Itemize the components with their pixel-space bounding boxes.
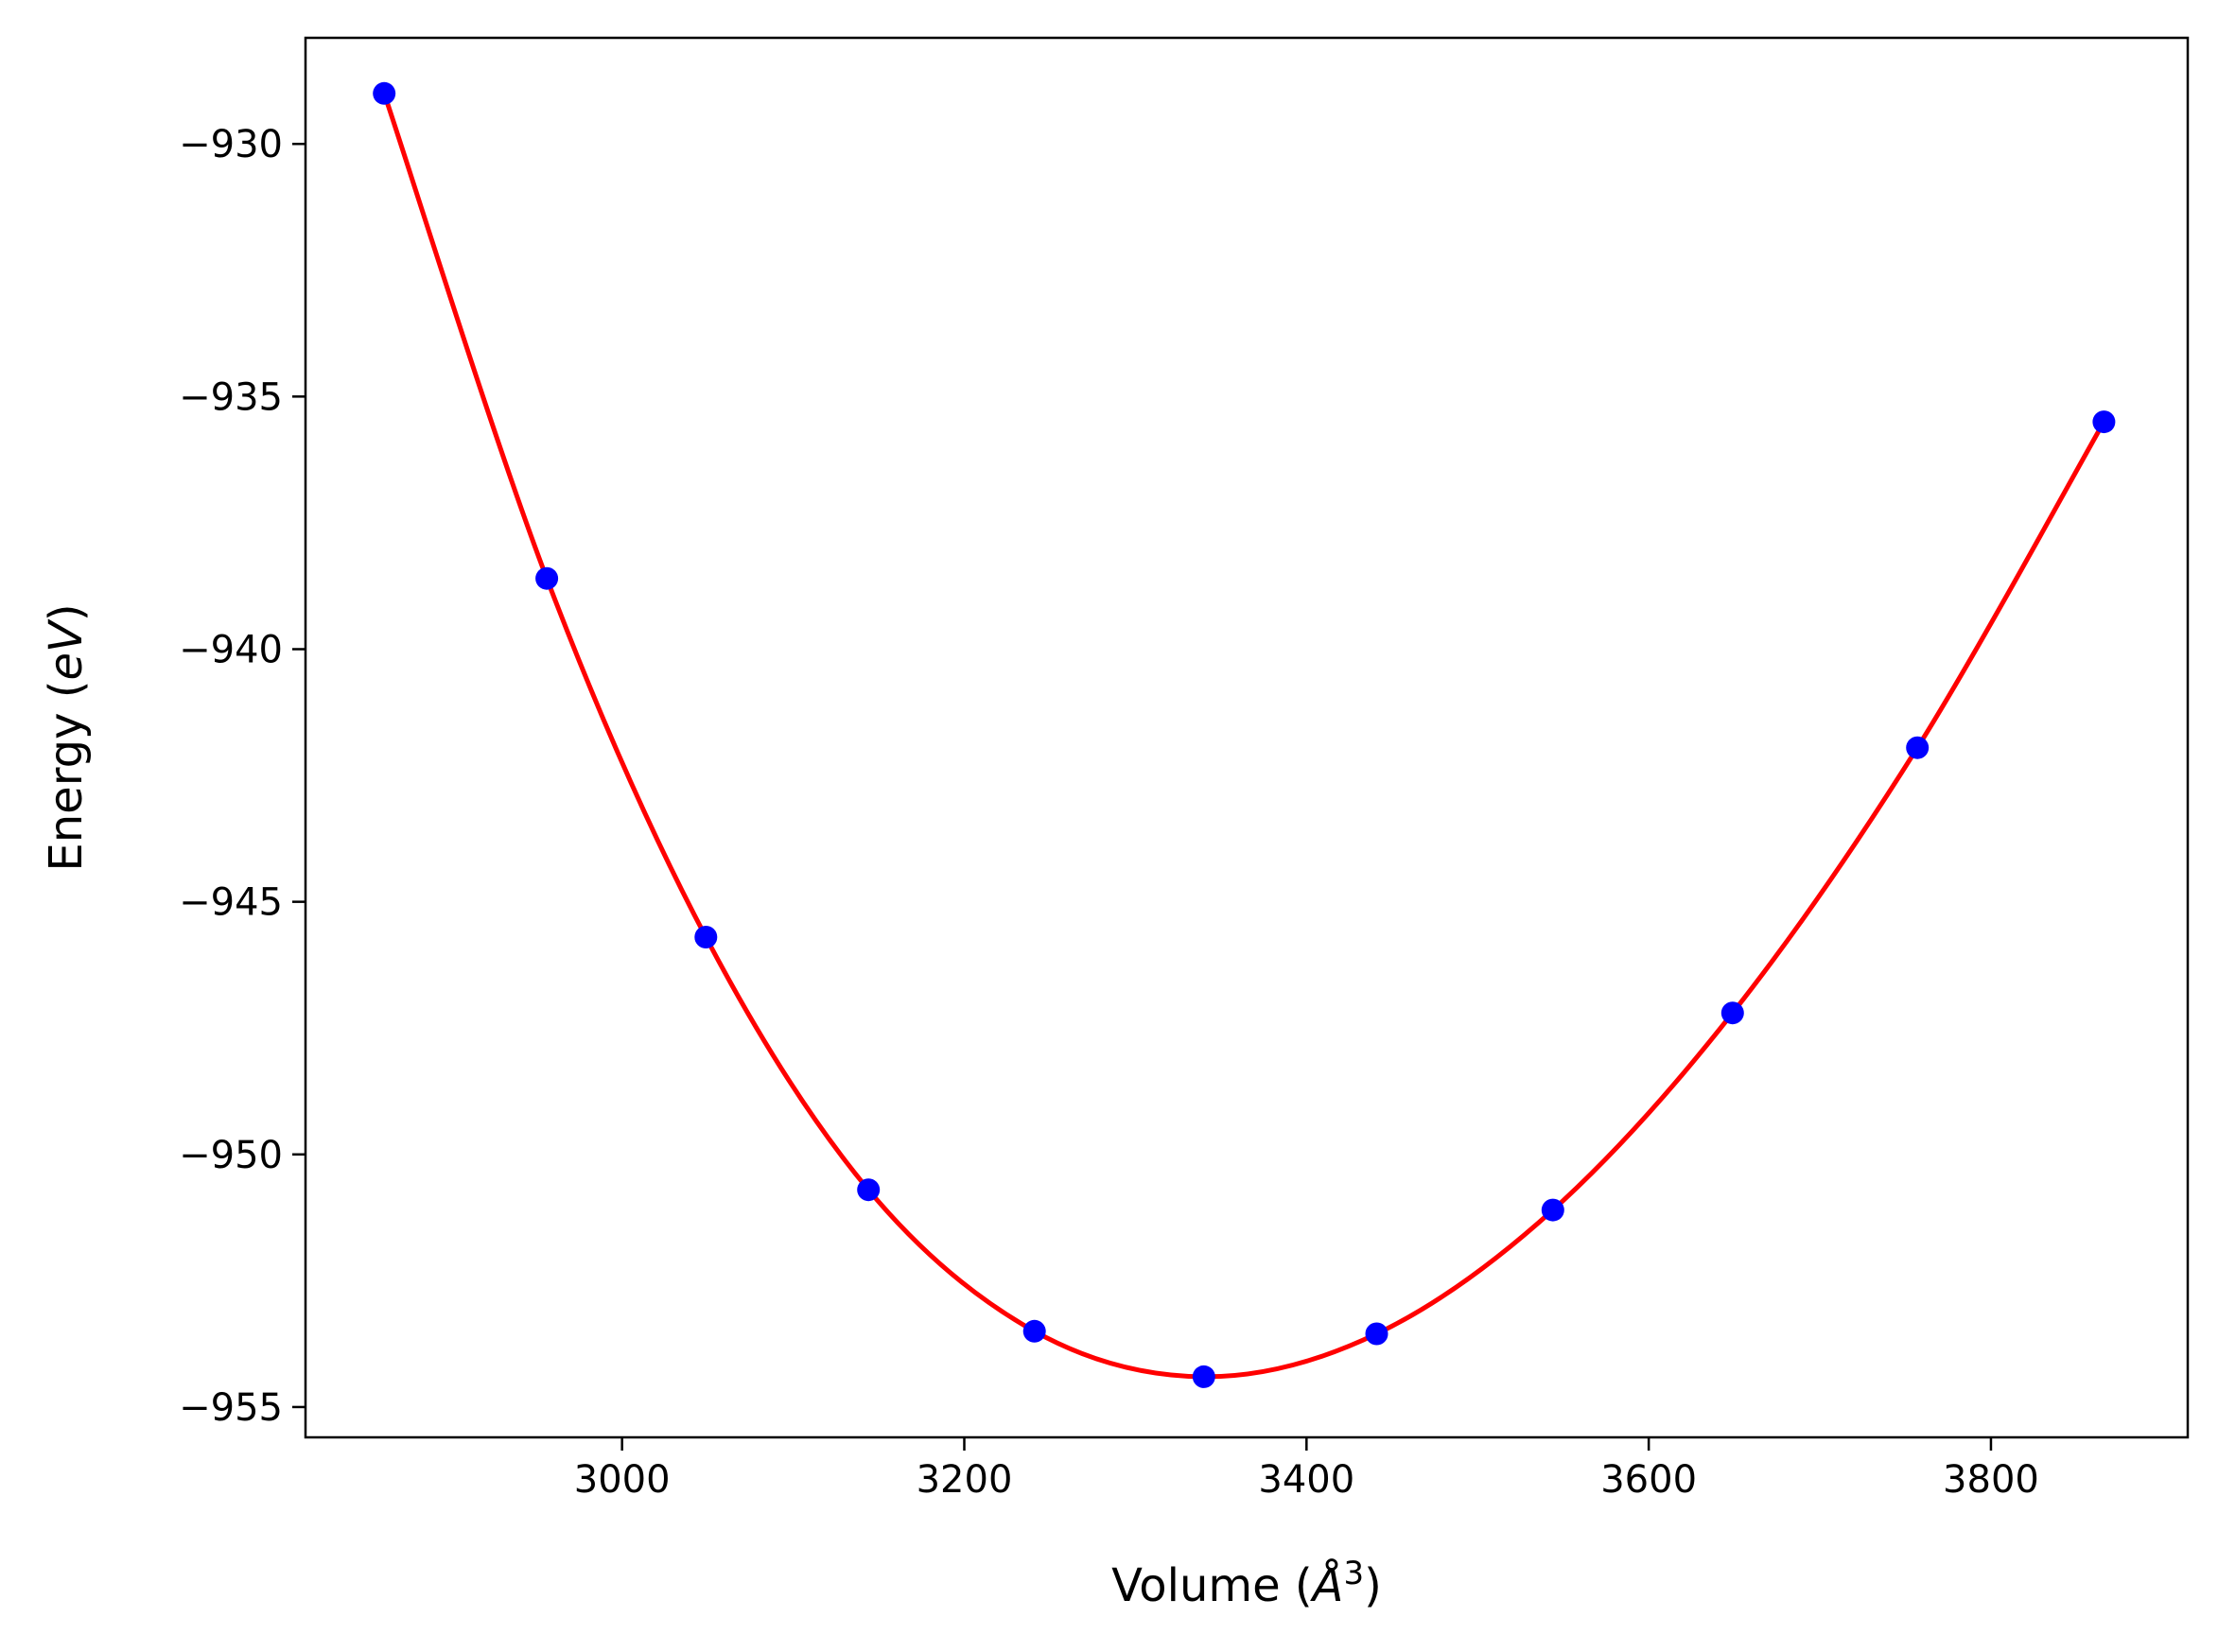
x-tick-label: 3200	[917, 1458, 1013, 1502]
y-tick-label: −930	[179, 123, 283, 166]
y-axis-label: Energy (eV)	[40, 603, 93, 871]
data-point	[1192, 1365, 1215, 1388]
data-point	[1022, 1319, 1046, 1343]
data-point	[1906, 736, 1930, 759]
x-tick-label: 3000	[574, 1458, 671, 1502]
x-tick-label: 3600	[1600, 1458, 1697, 1502]
data-point	[535, 566, 559, 590]
data-point	[857, 1178, 881, 1202]
y-axis-ticks: −930 −935 −940 −945 −950 −955	[179, 123, 306, 1430]
x-tick-label: 3400	[1258, 1458, 1354, 1502]
y-tick-label: −945	[179, 881, 283, 925]
plot-area-background	[306, 38, 2188, 1437]
y-tick-label: −955	[179, 1386, 283, 1430]
data-point	[1541, 1198, 1564, 1222]
data-point	[694, 926, 718, 948]
data-point	[1720, 1001, 1744, 1025]
x-axis-label: Volume (Å3)	[1111, 1555, 1382, 1612]
y-tick-label: −940	[179, 628, 283, 671]
fit-curve	[381, 93, 2106, 1380]
y-tick-label: −950	[179, 1134, 283, 1177]
plot-frame	[304, 36, 2190, 1439]
data-point	[373, 81, 396, 105]
data-point	[1365, 1322, 1388, 1346]
x-axis-ticks: 3000 3200 3400 3600 3800	[574, 1437, 2039, 1502]
x-tick-label: 3800	[1943, 1458, 2039, 1502]
fit-curve-layer	[381, 93, 2106, 1380]
data-point	[2092, 410, 2116, 434]
data-points-layer	[373, 81, 2116, 1388]
y-tick-label: −935	[179, 375, 283, 419]
